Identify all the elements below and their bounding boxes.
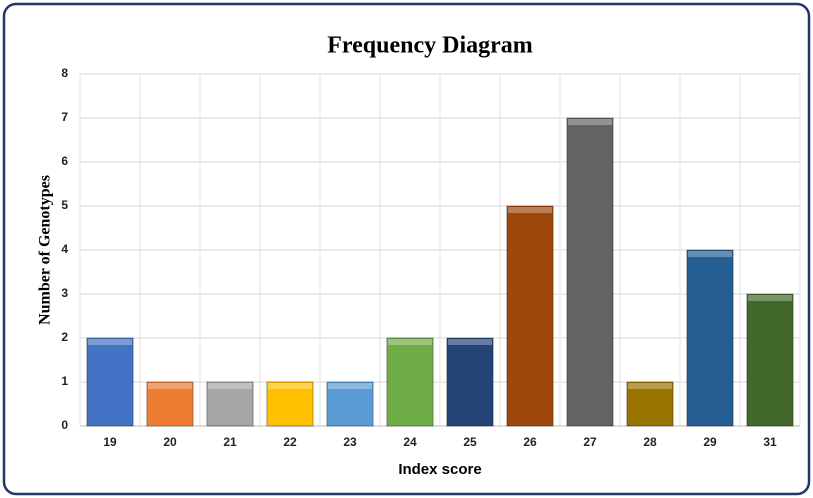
bar-bevel bbox=[267, 383, 313, 389]
bar bbox=[386, 337, 434, 427]
chart-title: Frequency Diagram bbox=[327, 33, 533, 59]
x-tick-label: 21 bbox=[223, 435, 237, 449]
x-tick-label: 28 bbox=[643, 435, 657, 449]
bar-bevel bbox=[627, 383, 673, 389]
y-tick-label: 1 bbox=[61, 374, 68, 388]
bar bbox=[686, 249, 734, 427]
bar-bevel bbox=[447, 339, 493, 345]
bar-bevel bbox=[687, 251, 733, 257]
x-tick-label: 25 bbox=[463, 435, 477, 449]
bar bbox=[626, 381, 674, 427]
x-tick-label: 20 bbox=[163, 435, 177, 449]
bar bbox=[446, 337, 494, 427]
bar-bevel bbox=[567, 119, 613, 125]
x-tick-label: 27 bbox=[583, 435, 597, 449]
bar-bevel bbox=[327, 383, 373, 389]
x-tick-label: 19 bbox=[103, 435, 117, 449]
bar bbox=[746, 293, 794, 427]
x-tick-label: 23 bbox=[343, 435, 357, 449]
x-tick-label: 22 bbox=[283, 435, 297, 449]
y-tick-label: 7 bbox=[61, 110, 68, 124]
y-tick-label: 4 bbox=[61, 242, 68, 256]
x-tick-label: 24 bbox=[403, 435, 417, 449]
bar bbox=[86, 337, 134, 427]
bar-bevel bbox=[87, 339, 133, 345]
x-axis-label: Index score bbox=[398, 461, 481, 478]
y-tick-label: 0 bbox=[61, 418, 68, 432]
bar bbox=[506, 205, 554, 427]
x-tick-label: 26 bbox=[523, 435, 537, 449]
x-tick-label: 31 bbox=[763, 435, 777, 449]
bar bbox=[146, 381, 194, 427]
y-tick-label: 5 bbox=[61, 198, 68, 212]
y-tick-label: 8 bbox=[61, 66, 68, 80]
bar bbox=[566, 117, 614, 427]
y-tick-label: 2 bbox=[61, 330, 68, 344]
y-tick-label: 3 bbox=[61, 286, 68, 300]
bar bbox=[326, 381, 374, 427]
bar-bevel bbox=[507, 207, 553, 213]
bar-bevel bbox=[147, 383, 193, 389]
bar bbox=[206, 381, 254, 427]
bar-bevel bbox=[747, 295, 793, 301]
bar-bevel bbox=[207, 383, 253, 389]
bar bbox=[266, 381, 314, 427]
y-tick-label: 6 bbox=[61, 154, 68, 168]
x-tick-label: 29 bbox=[703, 435, 717, 449]
bar-bevel bbox=[387, 339, 433, 345]
y-axis-label: Number of Genotypes bbox=[37, 175, 54, 325]
